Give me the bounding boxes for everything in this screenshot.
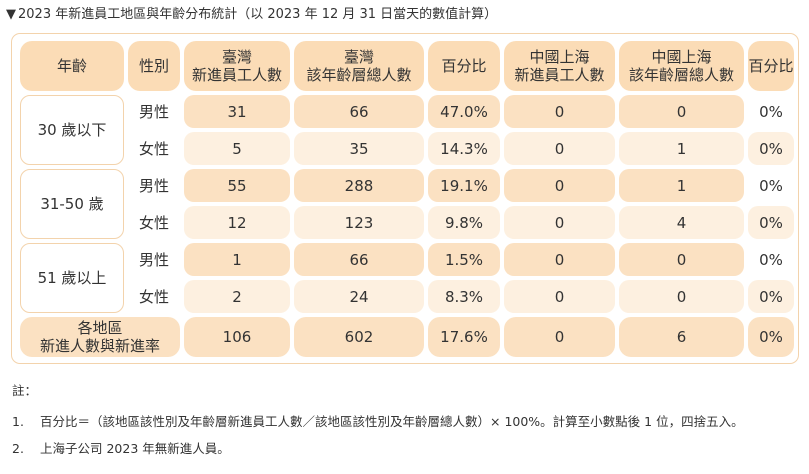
note-number: 1. (12, 414, 24, 429)
tw-pct-cell: 8.3% (428, 280, 500, 313)
stats-table-frame: 年齡 性別 臺灣 新進員工人數 臺灣 該年齡層總人數 百分比 中國上海 新進員工人數 … (11, 33, 799, 364)
summary-sh-new-cell: 0 (504, 317, 615, 357)
sh-new-cell: 0 (504, 169, 615, 202)
tw-total-cell: 123 (294, 206, 424, 239)
gender-cell: 男性 (128, 95, 180, 128)
table-row: 女性 2 24 8.3% 0 0 0% (20, 280, 794, 313)
sh-pct-cell: 0% (748, 280, 794, 313)
sh-new-cell: 0 (504, 132, 615, 165)
header-sh-pct: 百分比 (748, 41, 794, 91)
tw-pct-cell: 14.3% (428, 132, 500, 165)
sh-total-cell: 4 (619, 206, 744, 239)
sh-pct-cell: 0% (748, 206, 794, 239)
gender-cell: 女性 (128, 280, 180, 313)
tw-total-cell: 66 (294, 95, 424, 128)
header-tw-total: 臺灣 該年齡層總人數 (294, 41, 424, 91)
tw-new-cell: 12 (184, 206, 290, 239)
note-text: 上海子公司 2023 年無新進人員。 (40, 441, 230, 456)
gender-cell: 女性 (128, 132, 180, 165)
age-group-cell: 31-50 歲 (20, 169, 124, 239)
tw-new-cell: 2 (184, 280, 290, 313)
sh-new-cell: 0 (504, 95, 615, 128)
sh-pct-cell: 0% (748, 95, 794, 128)
sh-total-cell: 0 (619, 243, 744, 276)
note-number: 2. (12, 441, 24, 456)
note-text: 百分比＝（該地區該性別及年齡層新進員工人數／該地區該性別及年齡層總人數）× 10… (40, 414, 744, 429)
header-sh-new: 中國上海 新進員工人數 (504, 41, 615, 91)
note-item: 2. 上海子公司 2023 年無新進人員。 (12, 441, 744, 457)
summary-row: 各地區 新進人數與新進率 106 602 17.6% 0 6 0% (20, 317, 794, 357)
sh-new-cell: 0 (504, 243, 615, 276)
table-row: 31-50 歲 男性 55 288 19.1% 0 1 0% (20, 169, 794, 239)
tw-pct-cell: 19.1% (428, 169, 500, 202)
triangle-down-icon: ▼ (6, 7, 16, 22)
header-row: 年齡 性別 臺灣 新進員工人數 臺灣 該年齡層總人數 百分比 中國上海 新進員工人數 … (20, 41, 794, 91)
title-text: 2023 年新進員工地區與年齡分布統計（以 2023 年 12 月 31 日當天… (18, 7, 498, 22)
header-tw-pct: 百分比 (428, 41, 500, 91)
sh-total-cell: 0 (619, 95, 744, 128)
sh-new-cell: 0 (504, 280, 615, 313)
summary-sh-total-cell: 6 (619, 317, 744, 357)
summary-tw-pct-cell: 17.6% (428, 317, 500, 357)
tw-pct-cell: 9.8% (428, 206, 500, 239)
sh-total-cell: 1 (619, 132, 744, 165)
tw-pct-cell: 47.0% (428, 95, 500, 128)
header-gender: 性別 (128, 41, 180, 91)
summary-sh-pct-cell: 0% (748, 317, 794, 357)
sh-pct-cell: 0% (748, 132, 794, 165)
table-title: ▼ 2023 年新進員工地區與年齡分布統計（以 2023 年 12 月 31 日當… (6, 7, 497, 23)
tw-new-cell: 55 (184, 169, 290, 202)
age-group-cell: 51 歲以上 (20, 243, 124, 313)
tw-new-cell: 31 (184, 95, 290, 128)
stats-table: 年齡 性別 臺灣 新進員工人數 臺灣 該年齡層總人數 百分比 中國上海 新進員工人數 … (16, 37, 798, 361)
table-row: 30 歲以下 男性 31 66 47.0% 0 0 0% (20, 95, 794, 165)
header-tw-new: 臺灣 新進員工人數 (184, 41, 290, 91)
tw-total-cell: 66 (294, 243, 424, 276)
sh-total-cell: 0 (619, 280, 744, 313)
summary-label-cell: 各地區 新進人數與新進率 (20, 317, 180, 357)
header-age: 年齡 (20, 41, 124, 91)
summary-tw-total-cell: 602 (294, 317, 424, 357)
table-row: 女性 12 123 9.8% 0 4 0% (20, 206, 794, 239)
sh-total-cell: 1 (619, 169, 744, 202)
header-sh-total: 中國上海 該年齡層總人數 (619, 41, 744, 91)
tw-pct-cell: 1.5% (428, 243, 500, 276)
table-row: 女性 5 35 14.3% 0 1 0% (20, 132, 794, 165)
gender-cell: 男性 (128, 243, 180, 276)
sh-new-cell: 0 (504, 206, 615, 239)
notes-label: 註： (12, 383, 38, 398)
tw-new-cell: 1 (184, 243, 290, 276)
sh-pct-cell: 0% (748, 243, 794, 276)
note-item: 1. 百分比＝（該地區該性別及年齡層新進員工人數／該地區該性別及年齡層總人數）× … (12, 414, 744, 430)
notes: 註： 1. 百分比＝（該地區該性別及年齡層新進員工人數／該地區該性別及年齡層總人數… (12, 383, 744, 468)
table-row: 51 歲以上 男性 1 66 1.5% 0 0 0% (20, 243, 794, 313)
tw-total-cell: 288 (294, 169, 424, 202)
tw-new-cell: 5 (184, 132, 290, 165)
gender-cell: 女性 (128, 206, 180, 239)
summary-tw-new-cell: 106 (184, 317, 290, 357)
tw-total-cell: 35 (294, 132, 424, 165)
gender-cell: 男性 (128, 169, 180, 202)
tw-total-cell: 24 (294, 280, 424, 313)
age-group-cell: 30 歲以下 (20, 95, 124, 165)
sh-pct-cell: 0% (748, 169, 794, 202)
